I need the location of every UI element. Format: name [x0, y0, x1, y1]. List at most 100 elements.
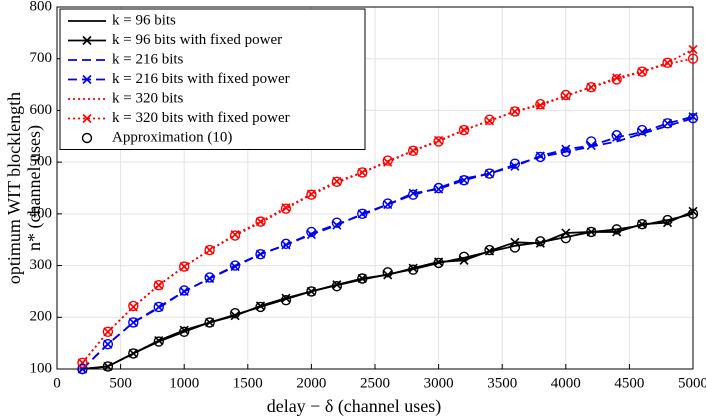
x-tick-label: 500 [109, 375, 132, 391]
marker [535, 238, 545, 248]
y-tick-label: 200 [30, 309, 53, 325]
approx-marker [382, 267, 393, 278]
approx-marker [611, 224, 622, 235]
approx-marker [382, 198, 393, 209]
approx-marker [458, 251, 470, 262]
approx-marker [229, 260, 241, 271]
marker [128, 348, 138, 359]
marker [586, 82, 596, 92]
x-tick-label: 5000 [678, 375, 706, 391]
approx-marker [560, 232, 571, 244]
approx-marker [509, 158, 521, 169]
marker [306, 286, 316, 296]
approx-marker [102, 338, 114, 350]
approx-marker [306, 286, 317, 297]
approx-marker [128, 300, 139, 312]
y-tick-label: 600 [30, 102, 53, 118]
marker [586, 227, 596, 237]
x-tick-label: 2000 [296, 375, 326, 391]
marker [128, 317, 138, 328]
marker [255, 217, 266, 227]
marker [459, 255, 469, 265]
x-axis-label: delay − δ (channel uses) [267, 396, 442, 417]
approx-marker [586, 81, 597, 93]
approx-marker [204, 244, 215, 256]
x-tick-label: 4000 [551, 375, 581, 391]
approx-marker [77, 357, 88, 368]
marker [662, 118, 673, 128]
approx-marker [407, 264, 419, 275]
approx-marker [204, 317, 215, 328]
approx-marker [77, 363, 88, 375]
marker [484, 168, 495, 179]
approx-marker [357, 167, 368, 178]
marker [637, 127, 647, 137]
approx-marker [128, 348, 139, 359]
approx-marker [586, 136, 597, 147]
marker [662, 218, 673, 228]
approx-marker [636, 218, 648, 230]
approx-marker [331, 176, 343, 187]
marker [154, 302, 164, 312]
marker [255, 249, 266, 259]
marker [103, 339, 113, 349]
legend: k = 96 bits k = 96 bits with fixed power k… [59, 8, 366, 150]
y-tick-label: 100 [30, 360, 53, 376]
series-line [81, 115, 694, 370]
legend-label: k = 320 bits [112, 90, 184, 106]
marker [510, 106, 520, 117]
approx-marker [153, 301, 164, 313]
legend-label: k = 320 bits with fixed power [112, 110, 290, 126]
legend-label: k = 96 bits with fixed power [112, 32, 282, 48]
approx-marker [306, 226, 317, 238]
approx-marker [229, 307, 241, 319]
approx-marker [280, 203, 292, 214]
approx-marker [662, 214, 673, 226]
approx-marker [357, 208, 368, 220]
y-tick-label: 500 [30, 154, 53, 170]
legend-label: k = 96 bits [112, 12, 176, 28]
marker [205, 245, 215, 255]
x-tick-label: 4500 [614, 375, 644, 391]
marker [688, 206, 698, 216]
approx-marker [178, 261, 190, 272]
marker [281, 293, 291, 303]
marker [637, 219, 647, 229]
legend-box [59, 8, 366, 150]
marker [103, 327, 113, 337]
marker [332, 220, 342, 230]
approx-marker [255, 248, 266, 260]
y-axis-label: optimum WIT blocklength [4, 92, 24, 284]
x-tick-label: 1500 [233, 375, 263, 391]
approx-marker [586, 226, 597, 238]
marker [459, 175, 469, 185]
marker [662, 58, 673, 68]
y-tick-label: 400 [30, 205, 53, 221]
approx-marker [331, 217, 343, 228]
legend-marker [81, 132, 93, 144]
approx-marker [102, 326, 114, 337]
marker [306, 229, 316, 240]
approx-marker [484, 244, 495, 256]
marker [637, 67, 647, 77]
series-line [82, 210, 694, 370]
approx-marker [280, 238, 292, 250]
marker [510, 161, 520, 171]
approx-marker [509, 106, 521, 117]
marker [688, 44, 698, 54]
approx-marker [636, 124, 648, 136]
approx-marker [636, 66, 648, 77]
approx-marker [433, 136, 444, 147]
marker [103, 361, 113, 371]
approx-marker [433, 182, 444, 194]
approx-marker [535, 151, 546, 163]
marker [357, 167, 367, 178]
approx-marker [255, 216, 266, 227]
marker [357, 209, 367, 219]
approx-marker [484, 114, 495, 125]
approx-marker [611, 130, 622, 141]
approx-marker [331, 281, 343, 292]
approx-marker [382, 155, 393, 166]
approx-marker [407, 145, 419, 156]
marker [154, 280, 164, 290]
